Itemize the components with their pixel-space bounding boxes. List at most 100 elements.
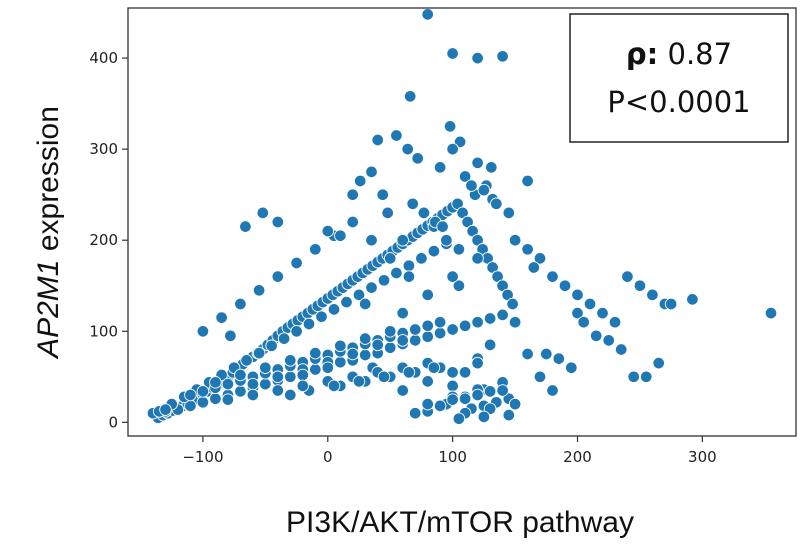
scatter-point <box>383 252 397 265</box>
scatter-point <box>502 408 516 422</box>
scatter-point <box>458 170 472 183</box>
scatter-point <box>358 297 372 311</box>
scatter-point <box>571 288 584 302</box>
scatter-point <box>483 312 497 325</box>
scatter-point <box>508 233 522 247</box>
scatter-point <box>614 343 628 356</box>
y-tick-label: 100 <box>89 322 118 340</box>
scatter-point <box>271 384 285 397</box>
scatter-point <box>196 325 210 338</box>
scatter-point <box>271 370 285 384</box>
scatter-point <box>252 346 266 360</box>
scatter-point <box>209 376 222 389</box>
scatter-point <box>421 8 434 21</box>
scatter-point <box>353 174 367 188</box>
scatter-point <box>302 317 316 331</box>
scatter-point <box>334 229 347 242</box>
scatter-point <box>433 326 447 340</box>
scatter-point <box>406 197 419 211</box>
scatter-point <box>309 363 322 376</box>
scatter-point <box>408 334 422 347</box>
scatter-point <box>365 165 378 179</box>
scatter-point <box>383 341 397 354</box>
x-tick-label: −100 <box>182 448 223 466</box>
scatter-point <box>452 412 466 425</box>
scatter-point <box>521 347 534 361</box>
scatter-point <box>284 354 297 367</box>
scatter-point <box>477 183 491 197</box>
scatter-point <box>583 297 597 311</box>
scatter-point <box>381 206 394 220</box>
scatter-point <box>340 295 353 309</box>
scatter-point <box>327 379 341 393</box>
scatter-point <box>224 329 237 343</box>
scatter-point <box>458 366 472 379</box>
scatter-point <box>408 406 422 420</box>
x-axis-ticks: −100 0 100 200 300 <box>182 436 717 466</box>
scatter-point <box>383 325 397 338</box>
scatter-point <box>234 297 247 311</box>
y-tick-label: 400 <box>89 49 118 67</box>
scatter-point <box>271 215 285 229</box>
scatter-point <box>346 188 359 201</box>
scatter-point <box>346 347 359 361</box>
scatter-point <box>334 355 347 369</box>
scatter-point <box>506 297 519 311</box>
scatter-point <box>411 152 424 165</box>
scatter-point <box>483 338 497 352</box>
scatter-point <box>402 270 416 283</box>
scatter-point <box>458 319 472 333</box>
plot-frame <box>127 7 797 437</box>
scatter-point <box>533 252 547 265</box>
scatter-point <box>215 311 228 324</box>
scatter-point <box>259 361 272 374</box>
scatter-point <box>453 135 467 149</box>
scatter-point <box>421 288 434 302</box>
scatter-point <box>471 156 484 170</box>
y-axis-label-rest: expression <box>32 106 65 259</box>
scatter-point <box>686 293 699 306</box>
scatter-point <box>403 90 417 103</box>
scatter-point <box>290 256 303 270</box>
y-tick-label: 200 <box>89 231 118 249</box>
annotation-frame <box>569 13 789 143</box>
scatter-point <box>440 233 453 247</box>
scatter-point <box>533 370 547 384</box>
scatter-point <box>346 215 359 229</box>
scatter-point <box>284 370 297 384</box>
scatter-point <box>496 50 509 63</box>
scatter-point <box>477 410 491 424</box>
scatter-point <box>546 384 559 397</box>
scatter-point <box>446 323 459 336</box>
scatter-point <box>540 347 553 361</box>
scatter-point <box>246 377 260 391</box>
scatter-point <box>402 259 416 272</box>
scatter-point <box>415 252 428 265</box>
scatter-point <box>334 339 347 353</box>
scatter-point <box>436 220 449 233</box>
scatter-point <box>290 325 303 338</box>
scatter-points <box>146 8 778 425</box>
scatter-point <box>284 388 297 402</box>
scatter-point <box>621 270 634 283</box>
scatter-point <box>401 142 414 156</box>
x-axis-label: PI3K/AKT/mTOR pathway <box>286 506 634 539</box>
y-axis-label: AP2M1 expression <box>32 106 65 360</box>
scatter-point <box>552 352 566 365</box>
scatter-point <box>471 388 484 402</box>
scatter-point <box>508 397 522 411</box>
scatter-point <box>390 266 403 280</box>
scatter-point <box>259 377 272 391</box>
scatter-point <box>371 338 384 352</box>
annotation-rho: ρ: 0.87 <box>626 37 732 71</box>
scatter-point <box>365 281 378 294</box>
scatter-point <box>377 274 391 287</box>
scatter-point <box>352 288 366 302</box>
y-tick-label: 0 <box>108 413 118 431</box>
scatter-point <box>296 379 310 393</box>
scatter-point <box>565 361 578 374</box>
scatter-point <box>664 297 678 311</box>
scatter-point <box>483 385 497 398</box>
scatter-point <box>633 279 647 292</box>
